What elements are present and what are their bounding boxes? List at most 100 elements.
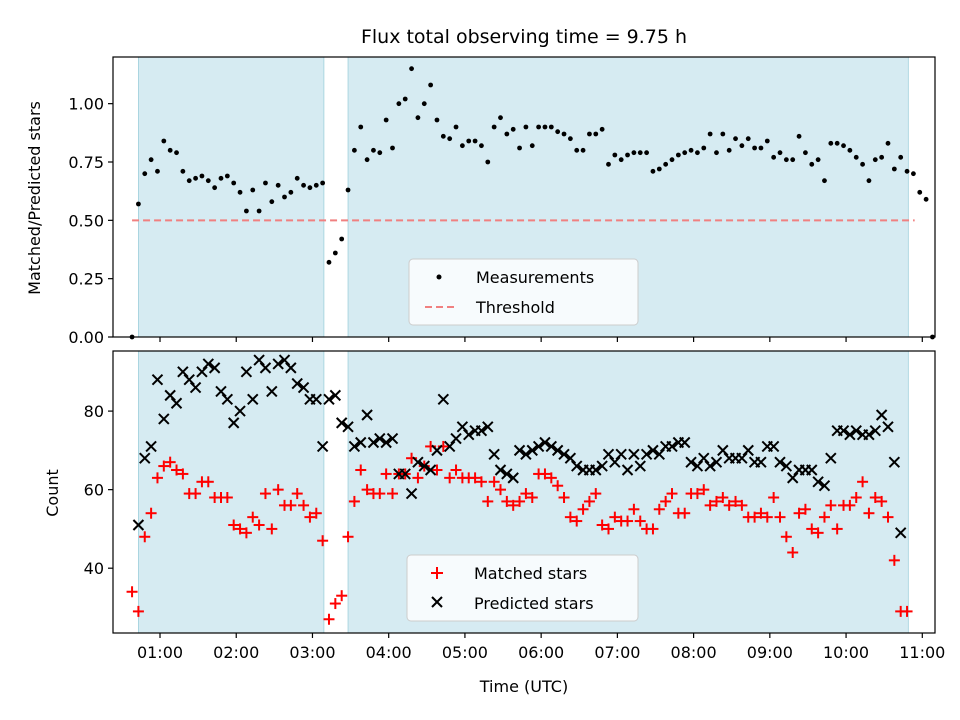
predicted-star-point-37: [367, 436, 380, 449]
x-tick-label-7: 08:00: [671, 643, 717, 662]
measurement-point-16: [231, 180, 237, 186]
predicted-star-point-23: [278, 354, 291, 366]
predicted-star-point-46: [424, 464, 437, 476]
measurement-point-119: [885, 140, 891, 146]
matched-star-point-51: [450, 464, 462, 476]
x-axis-label: Time (UTC): [479, 677, 568, 696]
top-y-axis-label: Matched/Predicted stars: [25, 101, 44, 295]
measurement-point-58: [498, 115, 503, 121]
predicted-star-point-91: [710, 456, 723, 468]
measurement-point-72: [587, 131, 592, 137]
measurement-point-42: [396, 101, 402, 107]
predicted-star-point-10: [196, 366, 208, 378]
measurement-point-40: [383, 117, 389, 123]
matched-star-point-61: [514, 495, 526, 507]
top-x-ticks: [159, 337, 923, 342]
measurement-point-74: [599, 126, 605, 132]
measurement-point-54: [472, 138, 478, 144]
measurement-point-2: [142, 171, 148, 177]
predicted-star-point-74: [602, 448, 615, 461]
measurement-point-7: [174, 150, 179, 156]
measurement-point-109: [822, 178, 827, 184]
top-y-tick-label-1: 0.25: [68, 270, 104, 289]
matched-star-point-34: [342, 531, 354, 543]
measurement-point-43: [402, 96, 408, 102]
x-tick-label-6: 07:00: [594, 643, 640, 662]
measurement-point-60: [510, 126, 516, 132]
measurement-point-118: [879, 154, 885, 160]
matched-star-point-30: [317, 535, 329, 547]
measurement-point-38: [371, 147, 376, 153]
predicted-star-point-95: [736, 452, 748, 464]
measurement-point-100: [764, 138, 770, 144]
matched-star-point-50: [444, 472, 456, 484]
measurement-point-85: [669, 157, 675, 163]
matched-star-point-16: [228, 519, 240, 531]
matched-star-point-106: [799, 503, 811, 515]
predicted-star-point-79: [634, 460, 646, 472]
top-y-ticks: 0.00 0.25 0.50 0.75 1.00: [68, 95, 113, 347]
predicted-star-point-17: [240, 366, 253, 378]
matched-star-point-3: [145, 507, 157, 519]
measurement-point-14: [218, 175, 224, 181]
predicted-star-point-100: [767, 440, 780, 453]
measurement-point-33: [339, 236, 345, 242]
measurement-point-96: [739, 143, 745, 149]
x-tick-label-8: 09:00: [747, 643, 793, 662]
matched-star-point-100: [761, 511, 773, 523]
matched-star-point-21: [259, 488, 271, 500]
measurement-point-73: [593, 131, 599, 137]
measurement-point-34: [345, 187, 351, 193]
measurement-point-1: [136, 201, 141, 207]
matched-star-point-8: [177, 468, 189, 480]
predicted-star-point-4: [158, 413, 170, 425]
matched-star-point-28: [304, 511, 316, 523]
predicted-stars-legend-marker: [431, 596, 443, 608]
measurement-point-71: [580, 147, 586, 153]
measurement-point-28: [307, 185, 313, 191]
predicted-star-point-38: [374, 432, 386, 445]
measurement-point-80: [637, 150, 643, 156]
measurement-point-18: [244, 208, 249, 214]
measurement-point-51: [453, 124, 459, 130]
matched-star-point-20: [253, 519, 265, 531]
bottom-y-tick-label-1: 60: [84, 481, 104, 500]
predicted-star-point-15: [227, 417, 240, 429]
measurement-point-101: [771, 154, 777, 160]
predicted-star-point-106: [806, 464, 818, 476]
top-legend-box: [408, 258, 639, 326]
predicted-star-point-87: [685, 456, 697, 468]
measurement-point-13: [212, 185, 218, 191]
x-tick-label-0: 01:00: [137, 643, 183, 662]
predicted-star-point-65: [545, 440, 558, 453]
x-tick-label-4: 05:00: [442, 643, 488, 662]
measurement-point-106: [803, 150, 808, 156]
measurement-point-111: [834, 140, 840, 146]
measurement-point-86: [675, 152, 681, 158]
measurement-point-75: [606, 161, 611, 167]
x-tick-label-1: 02:00: [213, 643, 259, 662]
measurement-point-46: [421, 101, 427, 107]
x-tick-label-5: 06:00: [518, 643, 564, 662]
predicted-star-point-54: [475, 425, 488, 437]
matched-star-point-7: [171, 464, 183, 476]
measurement-point-25: [288, 189, 294, 195]
measurement-point-3: [148, 157, 154, 163]
measurement-point-55: [479, 143, 484, 149]
matched-star-point-63: [526, 491, 538, 503]
matched-star-point-75: [602, 523, 614, 535]
measurement-point-56: [485, 159, 491, 165]
measurement-point-114: [853, 154, 859, 160]
matched-star-point-27: [298, 499, 310, 511]
predicted-star-point-35: [355, 436, 367, 449]
predicted-star-point-32: [335, 417, 348, 429]
matched-star-point-90: [698, 484, 710, 496]
top-y-tick-label-4: 1.00: [68, 95, 104, 114]
measurement-point-48: [434, 117, 440, 123]
top-y-tick-label-0: 0.00: [68, 328, 104, 347]
measurement-point-82: [650, 168, 656, 174]
matched-star-point-17: [234, 523, 246, 535]
matched-star-point-91: [704, 499, 716, 511]
predicted-star-point-96: [742, 444, 754, 457]
matched-star-point-92: [710, 495, 722, 507]
